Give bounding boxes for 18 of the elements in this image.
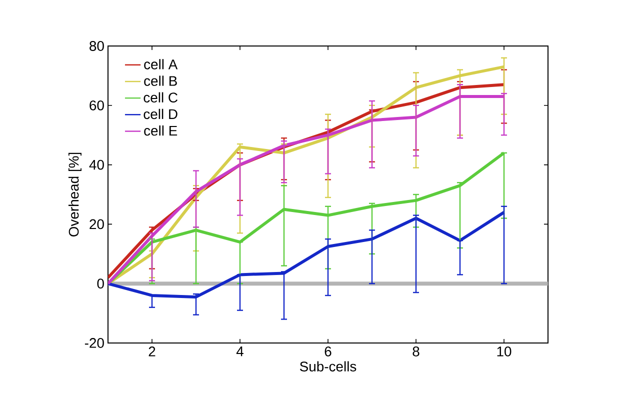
x-axis-title: Sub-cells — [300, 361, 356, 372]
y-axis-title: Overhead [%] — [68, 152, 82, 236]
x-tick-label: 8 — [412, 346, 420, 356]
y-tick-label: 40 — [89, 160, 104, 170]
legend-label: cell D — [144, 108, 178, 120]
y-tick-label: 0 — [97, 278, 104, 289]
legend-label: cell A — [144, 59, 178, 70]
y-tick-label: -20 — [84, 338, 104, 348]
y-tick-label: 80 — [90, 41, 104, 51]
x-tick-label: 6 — [324, 346, 332, 356]
y-tick-label: 20 — [90, 219, 104, 230]
x-tick-label: 2 — [148, 346, 156, 356]
x-tick-label: 4 — [236, 346, 244, 356]
legend-label: cell E — [144, 125, 178, 136]
legend-label: cell B — [144, 76, 177, 86]
x-tick-label: 10 — [497, 346, 512, 356]
legend-label: cell C — [144, 92, 178, 103]
y-tick-label: 60 — [90, 100, 104, 110]
